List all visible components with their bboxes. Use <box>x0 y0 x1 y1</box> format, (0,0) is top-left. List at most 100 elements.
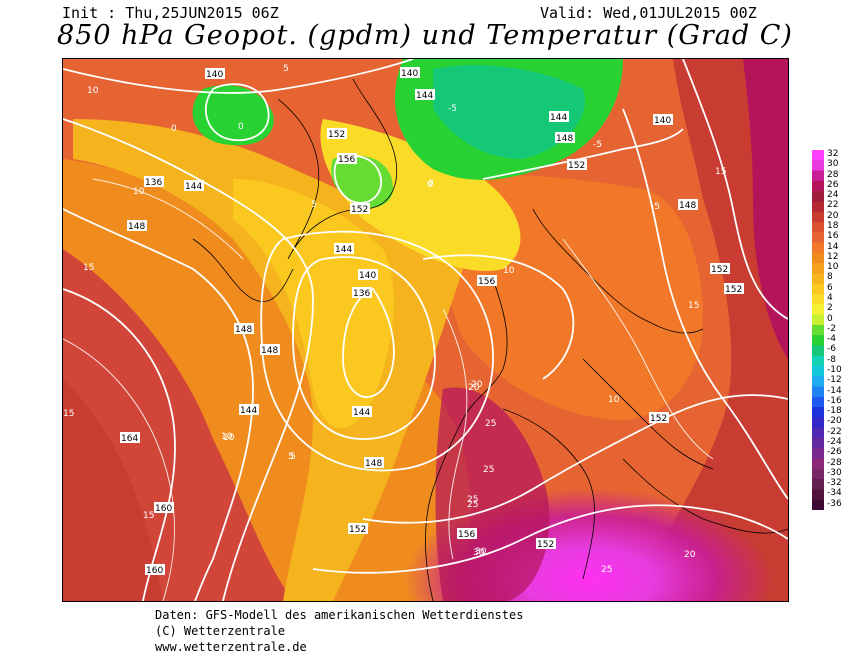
colorbar-swatch <box>812 345 824 357</box>
colorbar-swatch <box>812 366 824 377</box>
gp-label: 152 <box>328 130 345 140</box>
temperature-labels: 10 15 20 25 30 5 0 -5 10 15 20 25 5 0 -5… <box>63 64 726 575</box>
gp-label: 152 <box>568 161 585 171</box>
t-label: 0 <box>171 124 177 134</box>
t-label: 25 <box>467 495 478 505</box>
colorbar-swatch <box>812 376 824 388</box>
colorbar-tick-label: -18 <box>827 406 842 417</box>
coastlines <box>192 78 788 601</box>
colorbar-tick-label: 12 <box>827 251 839 262</box>
colorbar-tick-label: 28 <box>827 169 839 180</box>
colorbar-tick-label: -12 <box>827 375 842 386</box>
t-label: -5 <box>593 140 602 150</box>
t-label: 15 <box>143 511 154 521</box>
temperature-colorbar <box>812 150 824 511</box>
colorbar-tick-label: 22 <box>827 200 839 211</box>
t-label: 10 <box>608 395 620 405</box>
colorbar-swatch <box>812 252 824 264</box>
t-label: 30 <box>475 547 487 557</box>
colorbar-tick-label: -4 <box>827 334 836 345</box>
gp-label: 156 <box>478 277 495 287</box>
t-label: 0 <box>428 179 434 189</box>
t-label: 10 <box>223 433 235 443</box>
colorbar-tick-label: 10 <box>827 262 839 273</box>
colorbar-swatch <box>812 160 824 172</box>
gp-label: 152 <box>349 525 366 535</box>
colorbar-tick-label: 4 <box>827 293 833 303</box>
colorbar-swatch <box>812 427 824 439</box>
colorbar-tick-label: 0 <box>827 313 833 324</box>
gp-label: 156 <box>458 530 475 540</box>
colorbar-swatch <box>812 273 824 285</box>
colorbar-swatch <box>812 294 824 305</box>
gp-label: 144 <box>416 91 433 101</box>
colorbar-tick-label: -36 <box>827 498 842 509</box>
t-label: 5 <box>311 200 317 210</box>
colorbar-swatch <box>812 170 824 182</box>
t-label: 30 <box>473 548 485 558</box>
gp-label: 144 <box>335 245 352 255</box>
colorbar-tick-label: -10 <box>827 365 842 375</box>
credit-website: www.wetterzentrale.de <box>155 640 307 654</box>
colorbar-tick-label: -22 <box>827 426 842 437</box>
t-label: 5 <box>283 64 289 74</box>
t-label: 15 <box>715 167 726 177</box>
colorbar-swatch <box>812 222 824 233</box>
gp-label: 144 <box>550 113 567 123</box>
colorbar-tick-label: 24 <box>827 190 839 201</box>
t-label: 10 <box>503 266 515 276</box>
gp-label: 152 <box>725 285 742 295</box>
colorbar-tick-label: -8 <box>827 354 836 365</box>
t-label: 20 <box>468 383 480 393</box>
colorbar-swatch <box>812 417 824 429</box>
t-label: 15 <box>63 409 74 419</box>
t-label: 0 <box>238 122 244 132</box>
colorbar-swatch <box>812 438 824 449</box>
colorbar-tick-label: 18 <box>827 221 839 231</box>
credit-data-source: Daten: GFS-Modell des amerikanischen Wet… <box>155 608 524 622</box>
gp-label: 152 <box>351 205 368 215</box>
t-label: 25 <box>485 419 496 429</box>
gp-label: 140 <box>206 70 223 80</box>
colorbar-tick-label: -24 <box>827 437 842 447</box>
colorbar-swatch <box>812 232 824 244</box>
colorbar-swatch <box>812 263 824 274</box>
colorbar-tick-label: -30 <box>827 467 842 478</box>
gp-label: 144 <box>240 406 257 416</box>
gp-label: 140 <box>401 69 418 79</box>
colorbar-swatch <box>812 150 824 161</box>
t-label: 20 <box>684 550 696 560</box>
colorbar-tick-label: 26 <box>827 179 839 190</box>
t-label: 25 <box>601 565 612 575</box>
colorbar-swatch <box>812 396 824 408</box>
t-label: 20 <box>471 380 483 390</box>
t-label: 15 <box>688 301 699 311</box>
gp-label: 136 <box>145 178 162 188</box>
geopotential-labels: 140 136 144 148 152 156 160 164 148 144 … <box>120 67 744 576</box>
t-label: -5 <box>448 104 457 114</box>
colorbar-swatch <box>812 335 824 346</box>
gp-label: 152 <box>537 540 554 550</box>
colorbar-swatch <box>812 324 824 336</box>
gp-label: 144 <box>353 408 370 418</box>
colorbar-labels: 32 30 28 26 24 22 20 18 16 14 12 10 8 6 4 2 0 -2 -4 -6 -8 -10… <box>827 149 850 510</box>
gp-label: 144 <box>185 182 202 192</box>
colorbar-tick-label: -32 <box>827 478 842 489</box>
colorbar-tick-label: 16 <box>827 231 839 242</box>
t-label: 25 <box>467 500 478 510</box>
gp-label: 140 <box>359 271 376 281</box>
gp-label: 148 <box>365 459 382 469</box>
t-label: 15 <box>83 263 94 273</box>
colorbar-swatch <box>812 304 824 316</box>
gp-label: 160 <box>155 504 172 514</box>
gp-label: 148 <box>128 222 145 232</box>
colorbar-swatch <box>812 448 824 460</box>
colorbar-tick-label: 2 <box>827 303 833 314</box>
colorbar-tick-label: 14 <box>827 241 839 252</box>
colorbar-swatch <box>812 407 824 418</box>
colorbar-swatch <box>812 201 824 213</box>
colorbar-swatch <box>812 386 824 398</box>
t-label: 5 <box>288 452 294 462</box>
colorbar-tick-label: -20 <box>827 416 842 427</box>
gp-label: 152 <box>650 414 667 424</box>
